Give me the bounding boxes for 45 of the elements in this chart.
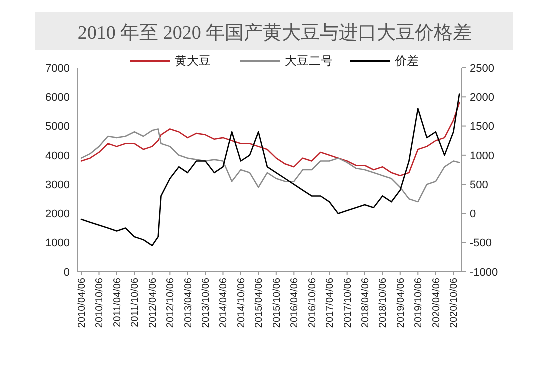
legend-label: 价差: [394, 54, 419, 68]
y-tick-label: 2000: [46, 208, 70, 221]
x-tick-label: 2020/04/06: [431, 278, 442, 328]
x-tick-label: 2014/04/06: [218, 278, 230, 328]
legend-label: 黄大豆: [175, 54, 211, 68]
y-tick-label: 3000: [46, 179, 70, 192]
x-tick-label: 2018/04/06: [360, 278, 372, 328]
x-tick-label: 2016/04/06: [290, 278, 301, 328]
y2-tick-label: 0: [470, 208, 476, 221]
y-tick-label: 4000: [46, 150, 70, 162]
y2-tick-label: 1500: [470, 121, 494, 134]
y2-tick-label: -500: [470, 238, 492, 250]
x-tick-label: 2017/10/06: [342, 278, 354, 328]
x-tick-label: 2011/10/06: [130, 278, 142, 328]
x-tick-label: 2019/10/06: [414, 278, 425, 328]
x-tick-label: 2013/10/06: [201, 278, 212, 328]
legend-label: 大豆二号: [285, 54, 333, 68]
y2-tick-label: 1000: [470, 150, 494, 162]
x-tick-label: 2019/04/06: [396, 278, 407, 328]
x-tick-label: 2011/04/06: [112, 278, 124, 328]
x-tick-label: 2017/04/06: [325, 278, 336, 328]
y2-tick-label: 2500: [470, 62, 494, 75]
y-tick-label: 1000: [46, 238, 70, 250]
x-tick-label: 2016/10/06: [307, 278, 318, 328]
x-tick-label: 2020/10/06: [449, 278, 460, 328]
x-tick-label: 2013/04/06: [183, 278, 194, 328]
y-tick-label: 6000: [46, 92, 70, 104]
y2-tick-label: -1000: [470, 266, 498, 279]
y-tick-label: 0: [64, 266, 70, 279]
x-tick-label: 2015/10/06: [272, 278, 283, 328]
line-series: [80, 128, 460, 203]
y2-tick-label: 2000: [470, 92, 494, 104]
y2-tick-label: 500: [470, 179, 488, 192]
x-tick-label: 2018/10/06: [378, 278, 390, 328]
x-tick-label: 2015/04/06: [254, 278, 266, 328]
x-tick-label: 2012/04/06: [148, 278, 159, 328]
x-tick-label: 2014/10/06: [236, 278, 248, 328]
y-tick-label: 7000: [46, 62, 70, 75]
line-series: [80, 102, 460, 176]
y-tick-label: 5000: [46, 121, 70, 134]
x-tick-label: 2010/10/06: [94, 278, 106, 328]
chart-title: 2010 年至 2020 年国产黄大豆与进口大豆价格差: [78, 23, 472, 44]
x-tick-label: 2012/10/06: [166, 278, 177, 328]
line-series: [80, 94, 460, 246]
x-tick-label: 2010/04/06: [76, 278, 88, 328]
